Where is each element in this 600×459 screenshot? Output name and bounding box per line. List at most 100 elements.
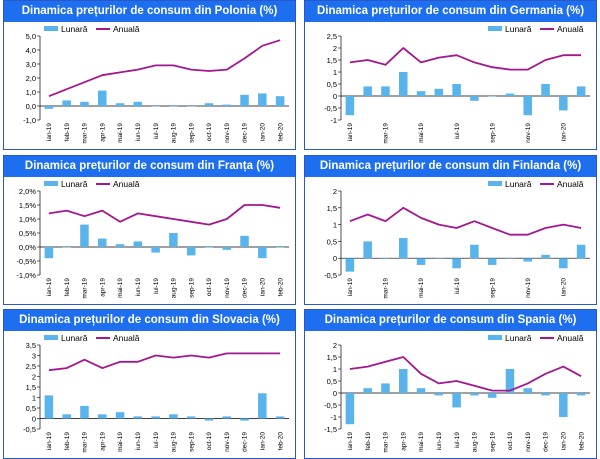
legend-swatch-monthly (488, 26, 502, 31)
chart-title: Dinamica prețurilor de consum din Poloni… (4, 1, 295, 22)
x-tick-label: dec-19 (242, 432, 249, 452)
x-tick-label: oct-19 (206, 432, 213, 450)
x-tick-label: iul-19 (153, 432, 160, 448)
bar (487, 393, 497, 398)
y-tick-label: 0 (333, 389, 337, 398)
y-tick-label: -1,5 (324, 425, 337, 434)
y-tick-label: 3,0 (26, 60, 36, 69)
chart-title: Dinamica prețurilor de consum din Spania… (305, 310, 596, 331)
x-tick-label: apr-19 (99, 432, 106, 451)
y-tick-label: 2,5 (327, 32, 337, 41)
x-tick-label: feb-19 (365, 432, 372, 451)
line-series (48, 352, 281, 372)
x-tick-label: iul-19 (454, 432, 461, 448)
bar (80, 101, 89, 106)
x-tick-label: ian-20 (260, 278, 267, 296)
y-tick-label: -1,0% (16, 271, 36, 280)
bar (44, 395, 54, 419)
bar (240, 94, 249, 106)
legend-swatch-monthly (488, 181, 502, 186)
y-tick-label: 0 (32, 415, 36, 424)
bar (363, 86, 372, 96)
x-tick-label: dec-19 (242, 123, 249, 143)
bar (470, 393, 479, 396)
x-tick-label: nov-19 (525, 123, 532, 143)
bar (505, 369, 515, 393)
legend-swatch-monthly (44, 181, 58, 186)
bar (240, 418, 249, 421)
legend-label-annual: Anuală (113, 333, 140, 343)
bar (258, 247, 267, 259)
x-tick-label: ian-20 (561, 432, 568, 450)
bar (345, 258, 355, 272)
bar (222, 416, 232, 419)
bar (416, 91, 426, 96)
y-tick-label: 1,5 (26, 383, 36, 392)
x-tick-label: mar-19 (82, 432, 89, 453)
x-tick-label: iul-19 (153, 123, 160, 139)
chart-svg: -1 -0,5 0 0,5 1 1,5 2 2,5 ian-19 mar-19 mai-19 iul-… (324, 24, 590, 144)
bar (523, 258, 533, 262)
x-tick-label: ian-19 (347, 278, 354, 296)
bar (505, 93, 515, 96)
bar (222, 247, 232, 250)
bar (97, 90, 107, 106)
bar (381, 86, 390, 96)
bar (452, 258, 461, 269)
bar (169, 414, 178, 419)
bar (151, 416, 160, 419)
chart-panel-franta: Dinamica prețurilor de consum din Franța… (3, 155, 296, 305)
x-tick-label: mar-19 (383, 432, 390, 453)
y-tick-label: 1,5% (19, 201, 36, 210)
x-tick-label: mai-19 (418, 278, 425, 298)
y-tick-label: -0,5% (16, 257, 36, 266)
x-tick-label: apr-19 (400, 432, 407, 451)
y-tick-label: 0,0 (26, 102, 36, 111)
y-tick-label: 1,5 (327, 204, 337, 213)
x-tick-label: nov-19 (525, 432, 532, 452)
bar (169, 233, 178, 247)
y-tick-label: 2 (32, 373, 36, 382)
y-tick-label: 2,5 (26, 362, 36, 371)
x-tick-label: iul-19 (454, 123, 461, 139)
legend-label-annual: Anuală (113, 179, 140, 189)
y-tick-label: -0,5 (324, 104, 337, 113)
bar (345, 393, 355, 425)
chart-title: Dinamica prețurilor de consum din Finlan… (305, 156, 596, 177)
bar (381, 383, 390, 393)
bar (133, 416, 143, 419)
bar (44, 247, 54, 259)
bar (363, 241, 372, 259)
y-tick-label: 2,0% (19, 187, 36, 196)
legend-label-annual: Anuală (557, 24, 584, 34)
bar (452, 84, 461, 96)
bar (186, 416, 196, 419)
y-tick-label: 0 (333, 92, 337, 101)
bar (222, 104, 232, 106)
bar (80, 224, 89, 247)
x-tick-label: apr-19 (99, 278, 106, 297)
bar (363, 388, 372, 393)
x-tick-label: oct-19 (507, 432, 514, 450)
bar (186, 247, 196, 256)
legend-label-monthly: Lunară (505, 179, 532, 189)
chart-svg: -1,0% -0,5% 0,0% 0,5% 1,0% 1,5% 2,0% ian-19 feb-… (16, 179, 289, 299)
y-tick-label: 2 (333, 341, 337, 350)
x-tick-label: ian-19 (347, 123, 354, 141)
legend-label-monthly: Lunară (505, 24, 532, 34)
y-tick-label: 0,5 (26, 404, 36, 413)
bar (62, 100, 71, 106)
bar (559, 393, 568, 417)
x-tick-label: feb-19 (64, 123, 71, 142)
bar (398, 238, 408, 259)
x-tick-label: mai-19 (418, 432, 425, 452)
y-tick-label: 4,0 (26, 46, 36, 55)
bar (133, 101, 143, 106)
x-tick-label: feb-19 (64, 278, 71, 297)
x-tick-label: aug-19 (171, 432, 178, 453)
x-tick-label: feb-19 (64, 432, 71, 451)
y-tick-label: 0,5 (327, 80, 337, 89)
x-tick-label: ian-20 (260, 123, 267, 141)
chart-svg: -0,5 0 0,5 1 1,5 2 ian-19 mar-19 mai-19 iul-19 sep… (324, 179, 590, 299)
bar (151, 106, 160, 107)
